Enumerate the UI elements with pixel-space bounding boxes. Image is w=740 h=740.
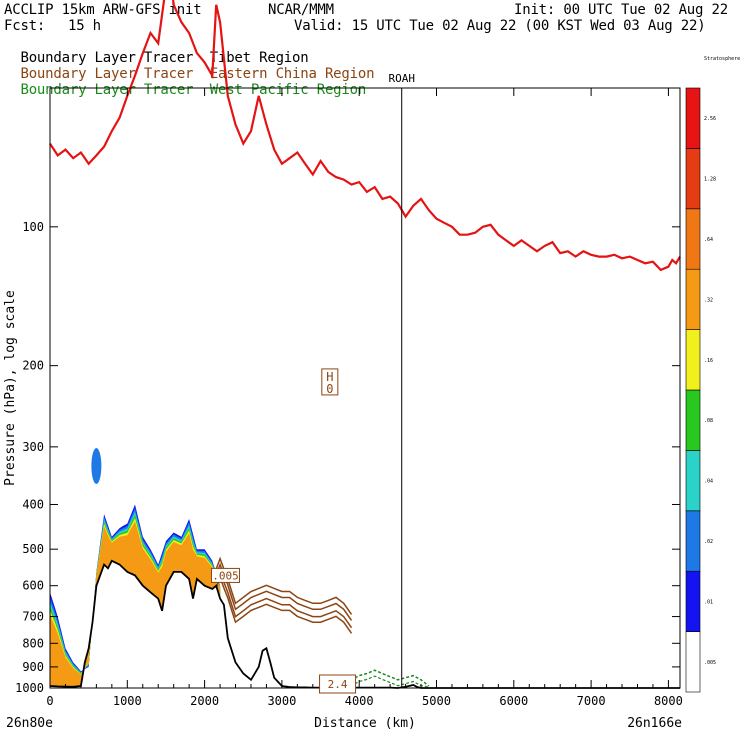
colorbar-label: 2.56 bbox=[704, 116, 716, 122]
colorbar-segment bbox=[685, 389, 701, 451]
y-tick-label: 100 bbox=[22, 220, 44, 234]
legend-tibet-prefix: Boundary Layer Tracer bbox=[20, 50, 194, 66]
forecast-label: Fcst: bbox=[4, 18, 46, 34]
high-marker: H 0 bbox=[321, 368, 339, 396]
y-tick-label: 800 bbox=[22, 636, 44, 650]
plot-layer bbox=[49, 0, 681, 689]
x-axis-label: Distance (km) bbox=[314, 716, 416, 731]
x-tick-label: 5000 bbox=[422, 694, 451, 708]
high-marker-letter: H bbox=[326, 370, 333, 384]
legend-west-pacific-prefix: Boundary Layer Tracer bbox=[20, 82, 194, 98]
colorbar-label: .005 bbox=[704, 660, 716, 666]
plot-frame bbox=[49, 87, 681, 689]
east-china-tracer-contour-3 bbox=[215, 575, 353, 634]
y-tick-label: 500 bbox=[22, 542, 44, 556]
x-tick-label: 7000 bbox=[577, 694, 606, 708]
init-time: Init: 00 UTC Tue 02 Aug 22 bbox=[514, 2, 728, 18]
y-tick-label: 700 bbox=[22, 610, 44, 624]
colorbar-label: .08 bbox=[704, 418, 713, 424]
org-label: NCAR/MMM bbox=[268, 2, 334, 18]
colorbar-label: .16 bbox=[704, 358, 713, 364]
y-tick-label: 1000 bbox=[15, 681, 44, 695]
y-tick-label: 300 bbox=[22, 440, 44, 454]
contour-label-2-text: 2.4 bbox=[328, 678, 348, 691]
high-marker-value: 0 bbox=[326, 382, 333, 396]
legend-east-china: Boundary Layer Tracer Eastern China Regi… bbox=[4, 50, 374, 82]
section-start-label: 26n80e bbox=[6, 716, 53, 731]
contour-label-2: 2.4 bbox=[319, 674, 357, 694]
x-tick-label: 2000 bbox=[190, 694, 219, 708]
contour-label-1: .005 bbox=[210, 567, 240, 583]
y-tick-label: 400 bbox=[22, 497, 44, 511]
section-end-label: 26n166e bbox=[627, 716, 682, 731]
x-tick-label: 1000 bbox=[113, 694, 142, 708]
x-tick-label: 6000 bbox=[499, 694, 528, 708]
legend-tibet: Boundary Layer Tracer Tibet Region bbox=[4, 34, 309, 66]
y-tick-label: 200 bbox=[22, 359, 44, 373]
x-tick-label: 4000 bbox=[345, 694, 374, 708]
colorbar-label: .01 bbox=[704, 599, 713, 605]
colorbar-segment bbox=[685, 148, 701, 210]
legend-west-pacific: Boundary Layer Tracer West Pacific Regio… bbox=[4, 66, 366, 98]
colorbar-segment bbox=[685, 570, 701, 632]
colorbar-segment bbox=[685, 631, 701, 693]
colorbar-label: .02 bbox=[704, 539, 713, 545]
colorbar-label: .04 bbox=[704, 479, 713, 485]
colorbar-label: Stratosphere bbox=[704, 56, 740, 62]
x-tick-label: 3000 bbox=[267, 694, 296, 708]
east-china-tracer-contour-2 bbox=[215, 562, 353, 621]
x-tick-label: 0 bbox=[46, 694, 53, 708]
colorbar-segment bbox=[685, 510, 701, 572]
legend-tibet-region: Tibet Region bbox=[209, 50, 309, 66]
colorbar-label: 1.28 bbox=[704, 177, 716, 183]
tropopause-line bbox=[49, 0, 681, 272]
tracer-blob bbox=[91, 447, 102, 484]
valid-time: Valid: 15 UTC Tue 02 Aug 22 (00 KST Wed … bbox=[294, 18, 706, 34]
contour-label-1-box bbox=[210, 567, 240, 583]
east-china-tracer-contour-4 bbox=[215, 556, 353, 615]
forecast-hour: 15 h bbox=[68, 18, 101, 34]
colorbar-segment bbox=[685, 329, 701, 391]
colorbar-label: .64 bbox=[704, 237, 713, 243]
y-tick-label: 600 bbox=[22, 579, 44, 593]
colorbar-segment bbox=[685, 268, 701, 330]
tracer-band-6 bbox=[50, 521, 221, 687]
legend-east-china-prefix: Boundary Layer Tracer bbox=[20, 66, 194, 82]
colorbar-segment bbox=[685, 208, 701, 270]
x-tick-label: 8000 bbox=[654, 694, 683, 708]
colorbar: .005 .01 .02 .04 .08 .16 .32 .64 1.28 2.56 Stratos… bbox=[685, 56, 740, 693]
colorbar-label: .32 bbox=[704, 297, 713, 303]
east-china-tracer-contour-1 bbox=[215, 569, 353, 629]
axis-ticks: 0 1000 2000 3000 4000 5000 6000 7000 80001002003… bbox=[15, 88, 683, 708]
contour-label-1-text: .005 bbox=[212, 569, 239, 582]
high-marker-box bbox=[321, 368, 339, 396]
colorbar-segment bbox=[685, 450, 701, 512]
station-label: ROAH bbox=[388, 72, 415, 85]
colorbar-segment bbox=[685, 87, 701, 149]
contour-label-2-box bbox=[319, 674, 357, 694]
y-axis-label: Pressure (hPa), log scale bbox=[3, 290, 18, 486]
y-tick-label: 900 bbox=[22, 660, 44, 674]
